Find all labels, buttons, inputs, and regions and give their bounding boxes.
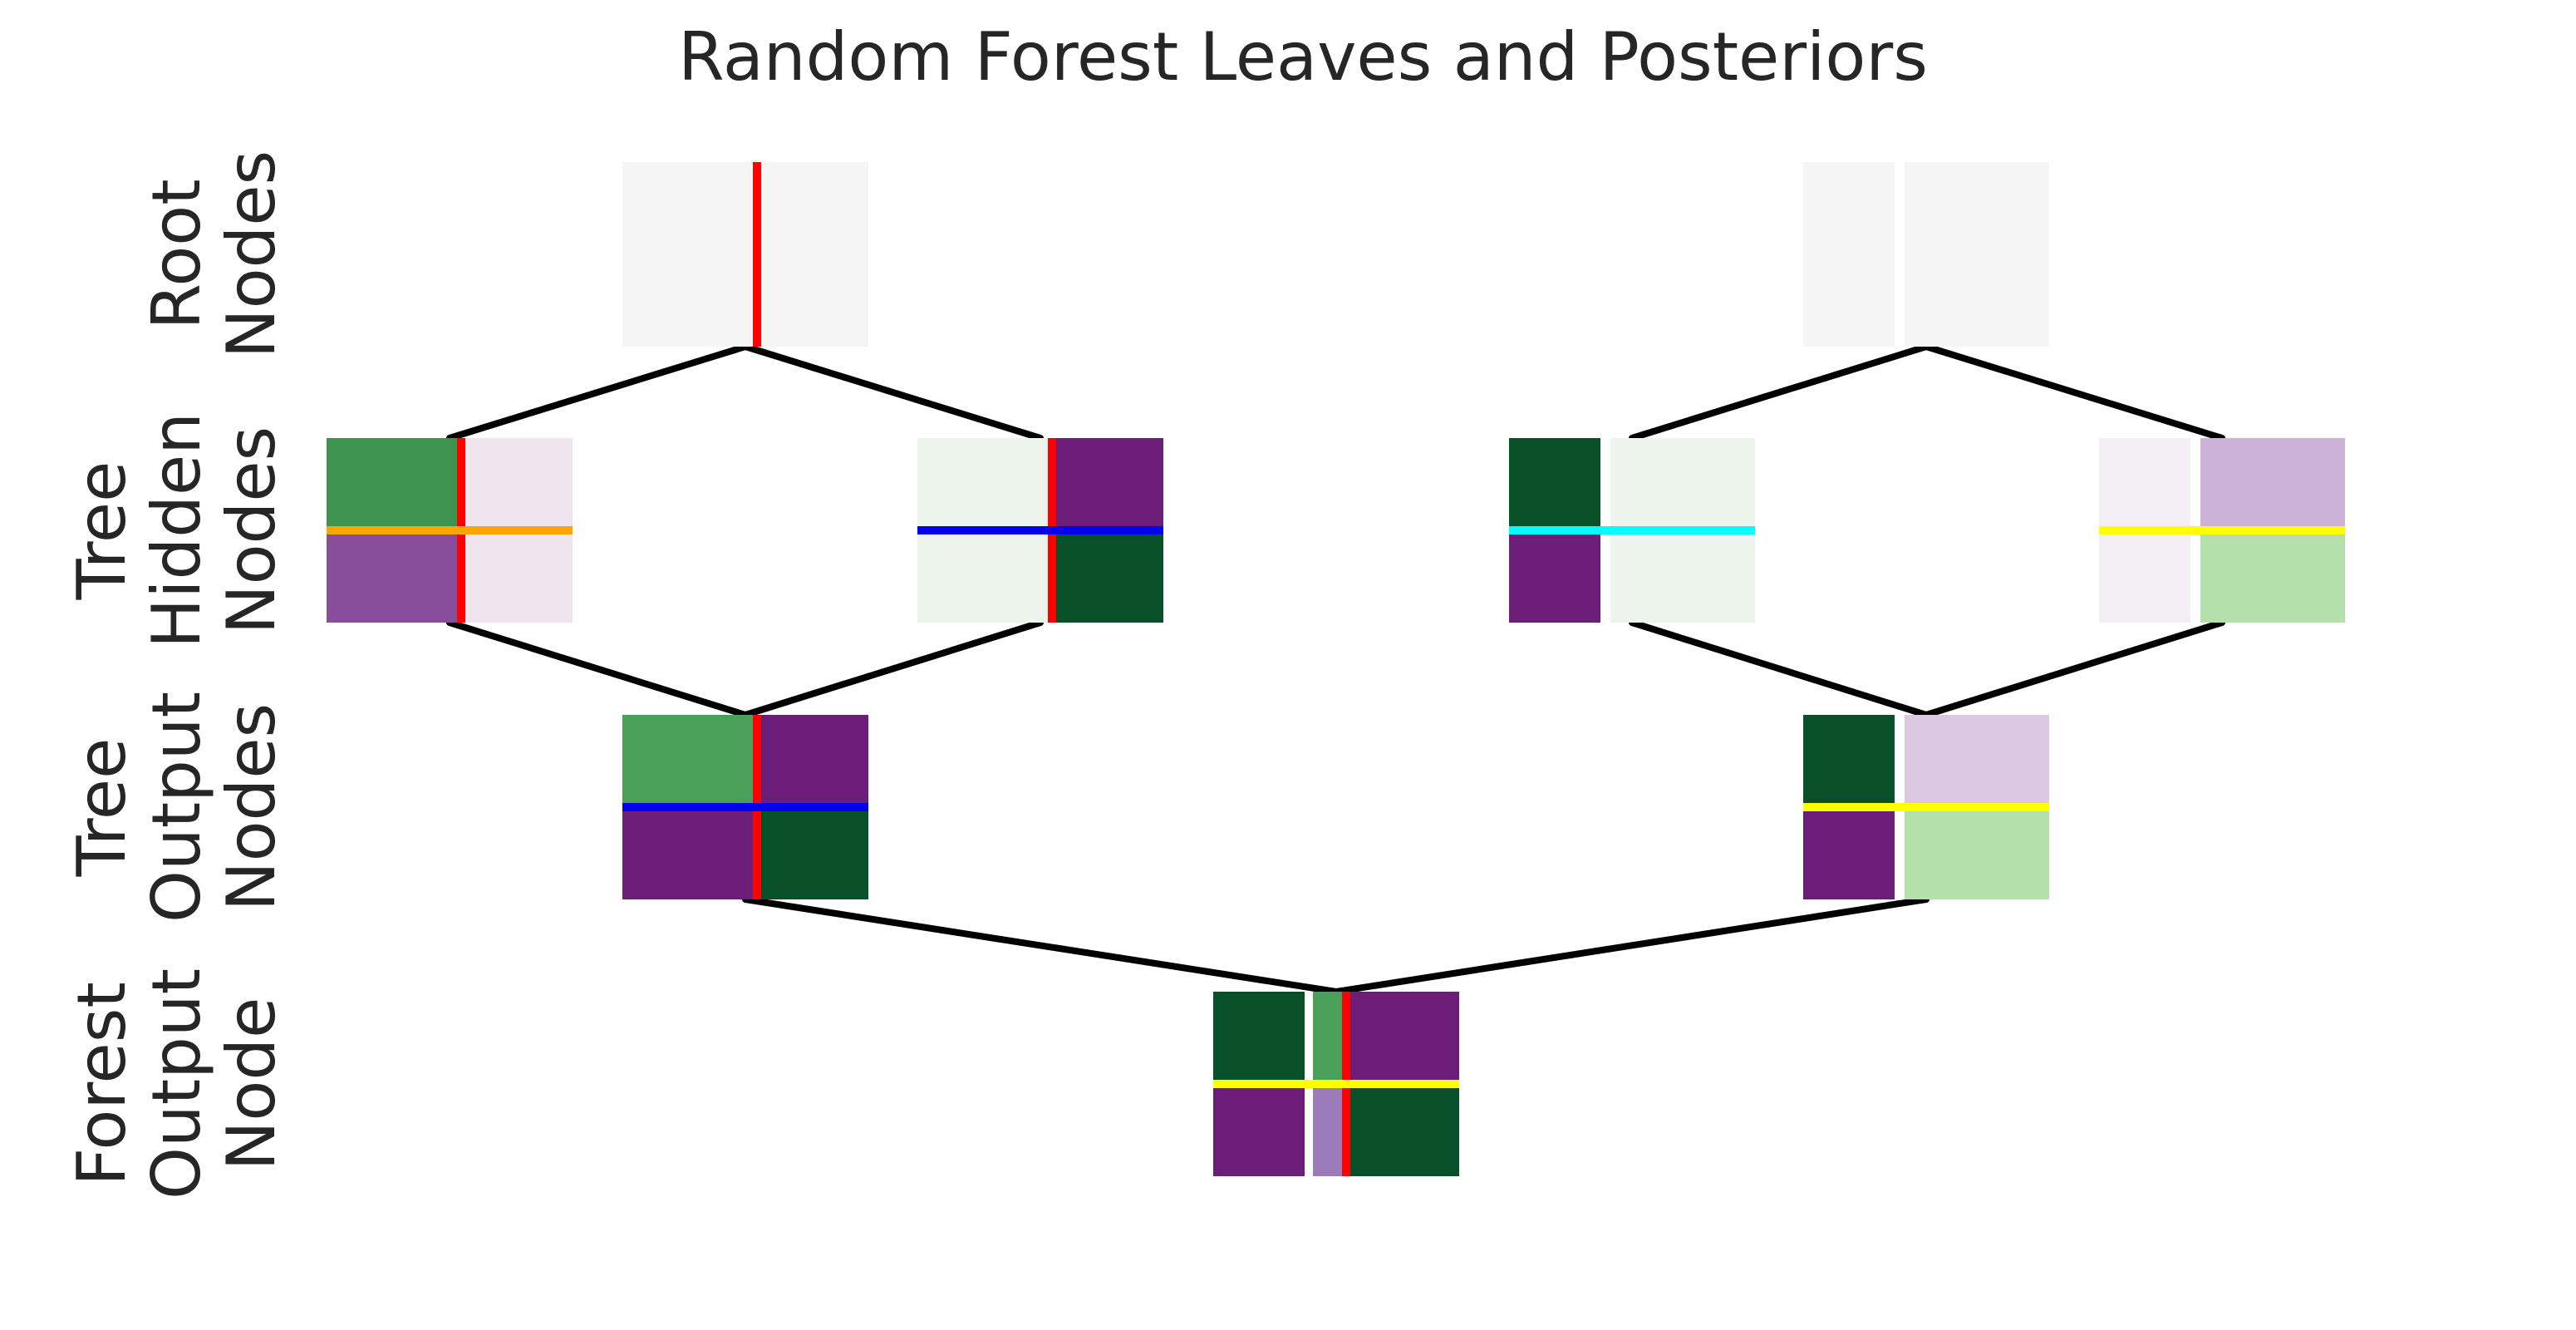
region-2 <box>1346 992 1459 1084</box>
node-tree2-hidden-right <box>2099 438 2345 623</box>
region-1 <box>1052 438 1163 530</box>
node-tree1-hidden-right <box>917 438 1163 623</box>
node-tree1-output <box>622 715 868 899</box>
edge-tree2-output-to-forest-output <box>1333 896 1930 995</box>
edge-tree2-root-to-tree2-hidden-left <box>1629 343 1930 441</box>
edge-tree2-hidden-left-to-tree2-output <box>1629 619 1930 718</box>
row-label-1-line-1: Hidden <box>138 412 215 648</box>
region-2 <box>1803 254 1900 347</box>
region-1 <box>461 438 573 530</box>
row-label-1-line-0: Tree <box>63 461 140 601</box>
row-label-2-line-0: Tree <box>63 738 140 878</box>
node-forest-output <box>1213 992 1459 1176</box>
node-tree1-hidden-left <box>327 438 573 623</box>
node-tree2-hidden-left <box>1509 438 1755 623</box>
region-0 <box>327 438 461 530</box>
region-4 <box>1313 1084 1346 1176</box>
region-2 <box>622 807 757 899</box>
region-2 <box>1803 807 1900 899</box>
row-label-3-line-0: Forest <box>63 982 140 1186</box>
edge-tree2-hidden-right-to-tree2-output <box>1923 619 2225 718</box>
region-3 <box>461 530 573 623</box>
region-0 <box>622 715 757 807</box>
edge-tree1-root-to-tree1-hidden-right <box>742 343 1044 441</box>
region-1 <box>1313 992 1346 1084</box>
region-3 <box>1900 254 2049 347</box>
region-2 <box>2099 530 2195 623</box>
region-1 <box>1900 162 2049 254</box>
edge-tree1-hidden-right-to-tree1-output <box>742 619 1044 718</box>
region-3 <box>1900 807 2049 899</box>
region-3 <box>2195 530 2345 623</box>
node-tree2-output <box>1803 715 2049 899</box>
row-label-0-line-0: Root <box>138 179 215 329</box>
row-label-2-line-2: Nodes <box>213 703 290 911</box>
region-1 <box>757 162 868 254</box>
edge-tree1-hidden-left-to-tree1-output <box>446 619 749 718</box>
region-1 <box>1605 438 1755 530</box>
region-5 <box>1346 1084 1459 1176</box>
region-3 <box>757 807 868 899</box>
region-0 <box>917 438 1052 530</box>
row-label-1-line-2: Nodes <box>213 426 290 634</box>
node-tree1-root <box>622 162 868 347</box>
row-label-3-line-2: Node <box>213 998 290 1171</box>
region-1 <box>2195 438 2345 530</box>
region-0 <box>622 162 757 254</box>
edge-tree1-root-to-tree1-hidden-left <box>446 343 749 441</box>
region-0 <box>1803 715 1900 807</box>
region-3 <box>1052 530 1163 623</box>
region-2 <box>622 254 757 347</box>
region-1 <box>1900 715 2049 807</box>
region-2 <box>327 530 461 623</box>
row-labels: RootNodesTreeHiddenNodesTreeOutputNodesF… <box>63 150 290 1199</box>
region-0 <box>1509 438 1605 530</box>
tree-edges <box>446 343 2225 995</box>
region-2 <box>917 530 1052 623</box>
diagram-title: Random Forest Leaves and Posteriors <box>678 18 1928 96</box>
region-3 <box>1605 530 1755 623</box>
region-0 <box>2099 438 2195 530</box>
row-label-0-line-1: Nodes <box>213 150 290 358</box>
tree-nodes <box>327 162 2345 1176</box>
row-label-2-line-1: Output <box>138 692 215 923</box>
region-0 <box>1213 992 1305 1084</box>
edge-tree2-root-to-tree2-hidden-right <box>1923 343 2225 441</box>
region-3 <box>1213 1084 1305 1176</box>
region-0 <box>1803 162 1900 254</box>
region-1 <box>757 715 868 807</box>
node-tree2-root <box>1803 162 2049 347</box>
region-3 <box>757 254 868 347</box>
row-label-3-line-1: Output <box>138 968 215 1199</box>
edge-tree1-output-to-forest-output <box>742 896 1340 995</box>
region-2 <box>1509 530 1605 623</box>
